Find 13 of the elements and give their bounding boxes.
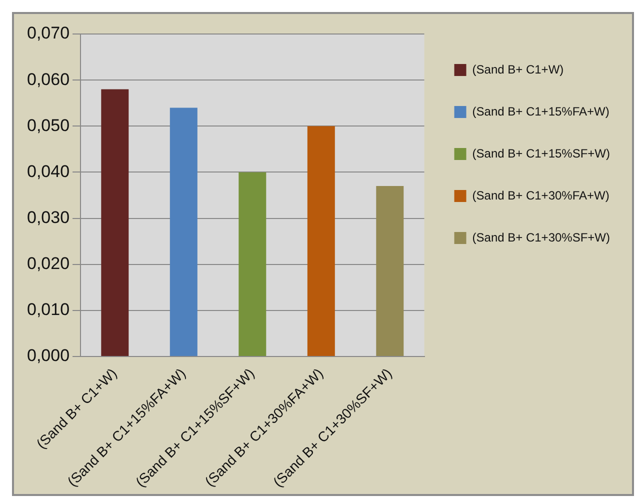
y-tick-label: 0,020 xyxy=(26,254,70,274)
y-tick-label: 0,010 xyxy=(26,300,70,320)
legend-label: (Sand B+ C1+30%FA+W) xyxy=(472,188,610,202)
legend-label: (Sand B+ C1+30%SF+W) xyxy=(472,230,610,244)
y-tick-label: 0,000 xyxy=(26,346,70,366)
y-tick-label: 0,030 xyxy=(26,208,70,227)
y-tick-label: 0,050 xyxy=(26,116,70,135)
y-tick-label: 0,070 xyxy=(26,24,70,43)
legend-label: (Sand B+ C1+15%SF+W) xyxy=(472,146,610,160)
legend-label: (Sand B+ C1+W) xyxy=(472,62,564,76)
y-tick-label: 0,040 xyxy=(26,162,70,181)
legend-label: (Sand B+ C1+15%FA+W) xyxy=(472,104,610,118)
y-tick-label: 0,060 xyxy=(26,70,70,89)
